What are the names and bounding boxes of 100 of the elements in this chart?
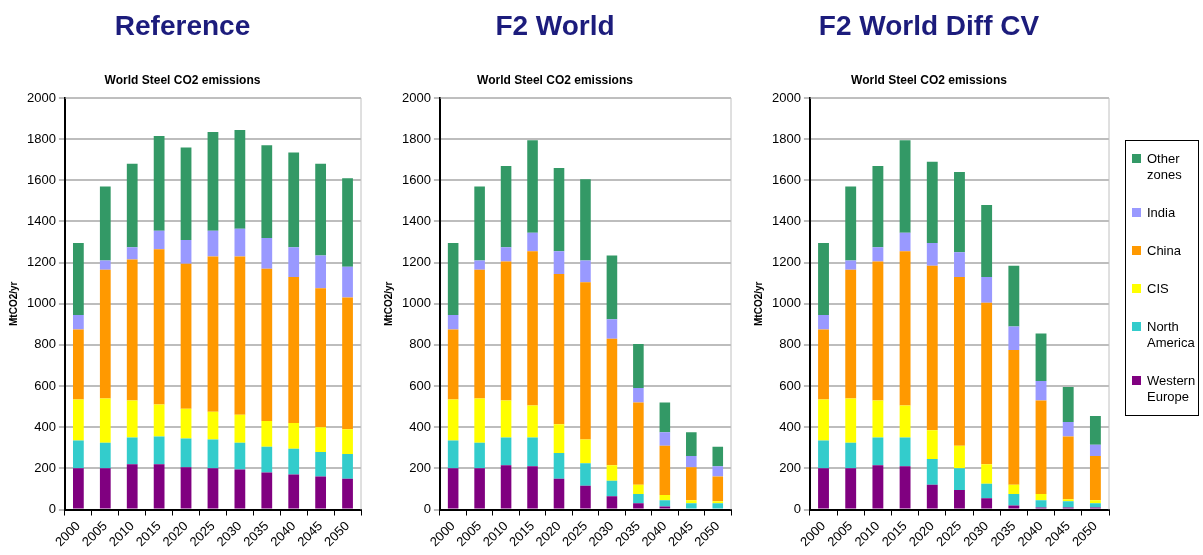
bar: [261, 268, 273, 422]
bar: [153, 230, 165, 250]
bar: [126, 400, 138, 438]
y-tick-label: 1400: [772, 213, 801, 229]
bar: [527, 405, 538, 438]
bar: [659, 495, 671, 501]
bar: [981, 498, 993, 509]
bar: [342, 453, 353, 479]
bar: [926, 459, 938, 485]
bar: [126, 437, 138, 465]
bar: [981, 205, 993, 278]
y-tick-label: 1800: [772, 130, 801, 146]
chart-subtitle: World Steel CO2 emissions: [104, 73, 261, 88]
bar: [1008, 350, 1020, 485]
bar: [580, 179, 591, 261]
bar: [981, 464, 993, 484]
legend-label: Other zones: [1147, 151, 1183, 183]
bar: [1008, 494, 1020, 506]
bar: [872, 437, 884, 466]
y-tick-label: 0: [48, 501, 56, 517]
bar: [845, 468, 857, 509]
bar: [500, 437, 512, 466]
bar: [553, 273, 565, 425]
bar: [926, 484, 938, 509]
bar: [981, 302, 993, 465]
bar: [1008, 326, 1020, 351]
bar: [342, 297, 353, 430]
bar: [288, 423, 300, 449]
bar: [261, 145, 273, 238]
bar: [818, 315, 829, 330]
bar: [1062, 387, 1074, 423]
bar: [553, 478, 565, 509]
legend-label: Western Europe: [1147, 373, 1196, 405]
bar: [342, 429, 353, 454]
bar: [474, 269, 485, 399]
bar: [899, 405, 911, 438]
bar: [1062, 499, 1074, 502]
legend-label: CIS: [1147, 281, 1169, 297]
bar: [234, 256, 246, 415]
bar: [527, 232, 538, 252]
chart-title: Reference: [114, 9, 251, 41]
bar: [527, 251, 538, 406]
bar: [872, 465, 884, 509]
bar: [606, 338, 618, 466]
bar: [500, 261, 512, 401]
bar: [315, 288, 327, 428]
bar: [553, 452, 565, 479]
bar: [606, 255, 618, 320]
bar: [954, 252, 965, 278]
bar: [126, 247, 138, 260]
bar: [1035, 400, 1047, 495]
y-tick-label: 400: [34, 418, 56, 434]
y-tick-label: 1800: [27, 130, 56, 146]
bar: [712, 466, 724, 477]
bar: [633, 388, 644, 403]
bar: [899, 251, 911, 406]
bar: [234, 442, 246, 470]
bar: [606, 496, 618, 509]
y-tick-label: 2000: [402, 89, 431, 105]
y-tick-label: 0: [793, 501, 801, 517]
bar: [845, 269, 857, 399]
chart-subtitle: World Steel CO2 emissions: [851, 73, 1008, 88]
bar: [99, 398, 111, 443]
bar: [207, 256, 219, 412]
bar: [261, 237, 273, 269]
bar: [73, 243, 84, 316]
bar: [926, 265, 938, 431]
bar: [527, 140, 538, 233]
bar: [954, 489, 965, 509]
bar: [73, 468, 84, 509]
y-tick-label: 200: [779, 459, 801, 475]
bar: [474, 468, 485, 509]
y-tick-label: 1400: [27, 213, 56, 229]
y-tick-label: 800: [409, 336, 431, 352]
bar: [500, 247, 512, 262]
bar: [527, 437, 538, 467]
y-tick-label: 600: [779, 377, 801, 393]
bar: [207, 439, 219, 469]
y-tick-label: 1000: [402, 295, 431, 311]
y-tick-label: 1200: [772, 254, 801, 270]
bar: [474, 442, 485, 469]
bar: [73, 315, 84, 330]
bar: [288, 247, 300, 278]
bar: [580, 282, 591, 440]
bar: [315, 427, 327, 452]
bar: [1089, 500, 1101, 504]
y-axis-title: MtCO2/yr: [7, 281, 19, 326]
bar: [553, 424, 565, 453]
y-tick-label: 400: [779, 418, 801, 434]
bar: [207, 230, 219, 257]
bar: [153, 464, 165, 509]
y-tick-label: 800: [779, 336, 801, 352]
bar: [818, 399, 829, 441]
bar: [1062, 501, 1074, 508]
legend-label: China: [1147, 243, 1181, 259]
bar: [606, 465, 618, 481]
y-tick-label: 1600: [772, 171, 801, 187]
bar: [73, 440, 84, 469]
bar: [527, 466, 538, 509]
bar: [1089, 456, 1101, 501]
